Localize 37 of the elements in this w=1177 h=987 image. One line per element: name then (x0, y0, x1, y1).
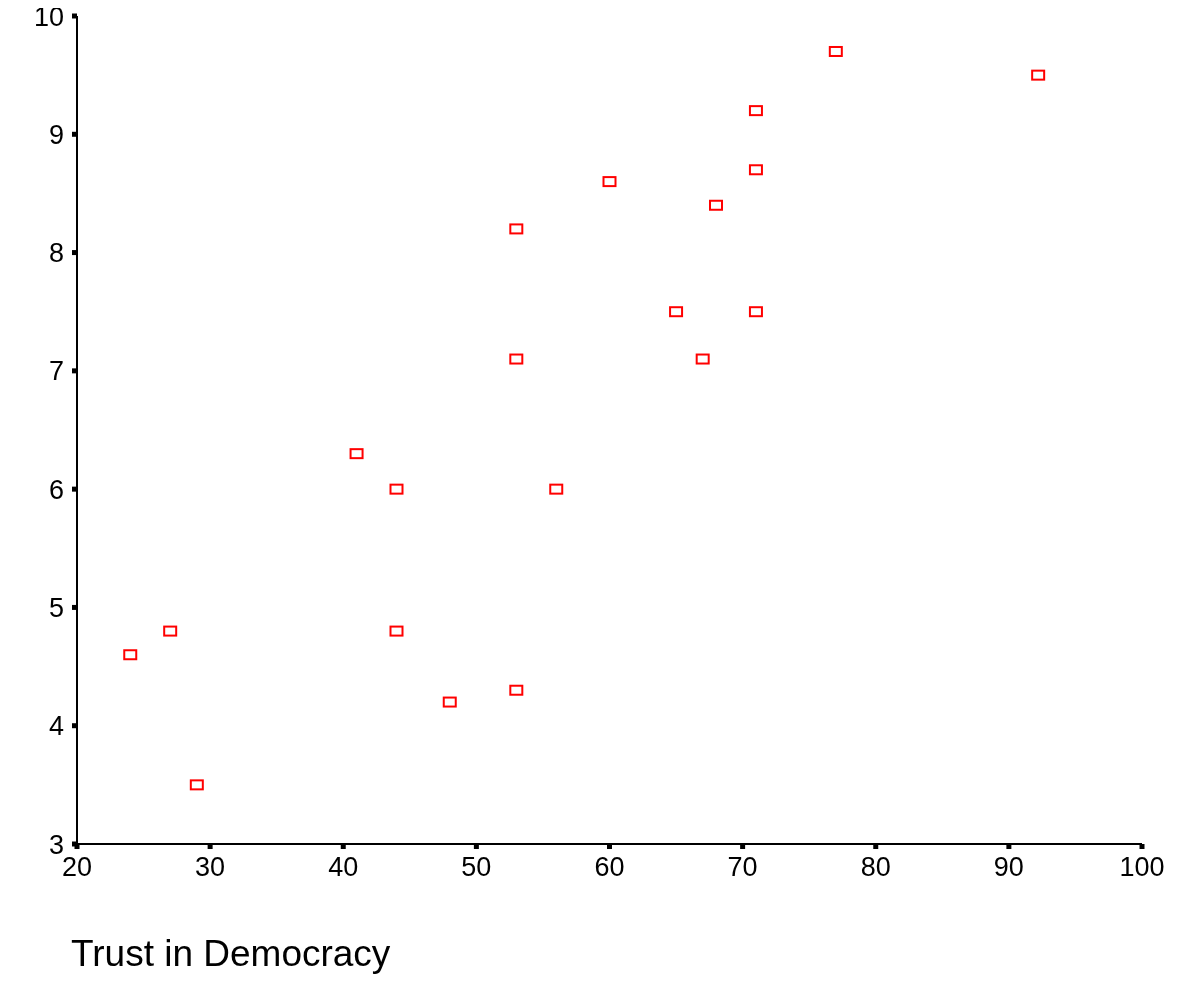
point (163, 625, 178, 637)
x-tick-label: 40 (328, 852, 359, 883)
point (669, 306, 684, 318)
y-tick-label: 4 (48, 711, 64, 742)
y-tick-label: 3 (48, 829, 64, 860)
point (509, 223, 524, 235)
y-tick-label: 8 (48, 238, 64, 269)
x-tick-label: 80 (860, 852, 891, 883)
point (748, 306, 763, 318)
y-tick-label: 5 (48, 593, 64, 624)
point (509, 353, 524, 365)
x-tick-label: 20 (61, 852, 93, 883)
x-tick-label: 50 (461, 852, 492, 883)
point (748, 164, 763, 176)
point (509, 684, 524, 696)
point (389, 625, 404, 637)
point (695, 353, 710, 365)
point (602, 176, 617, 188)
x-tick-label: 100 (1119, 852, 1165, 883)
x-tick-label: 60 (594, 852, 625, 883)
point (389, 483, 404, 495)
x-axis-title: Trust in Democracy (71, 933, 391, 974)
point (549, 483, 564, 495)
point (189, 779, 204, 791)
y-tick-label: 9 (48, 119, 64, 150)
point (442, 696, 457, 708)
point (709, 199, 723, 211)
y-tick-label: 7 (48, 356, 64, 387)
x-tick-label: 30 (195, 852, 226, 883)
x-tick-label: 90 (993, 852, 1024, 883)
point (123, 649, 138, 661)
point (828, 45, 843, 57)
y-tick-label: 6 (48, 474, 64, 505)
point (748, 105, 763, 117)
x-tick-label: 70 (727, 852, 758, 883)
point (349, 448, 364, 460)
point (1031, 69, 1046, 81)
